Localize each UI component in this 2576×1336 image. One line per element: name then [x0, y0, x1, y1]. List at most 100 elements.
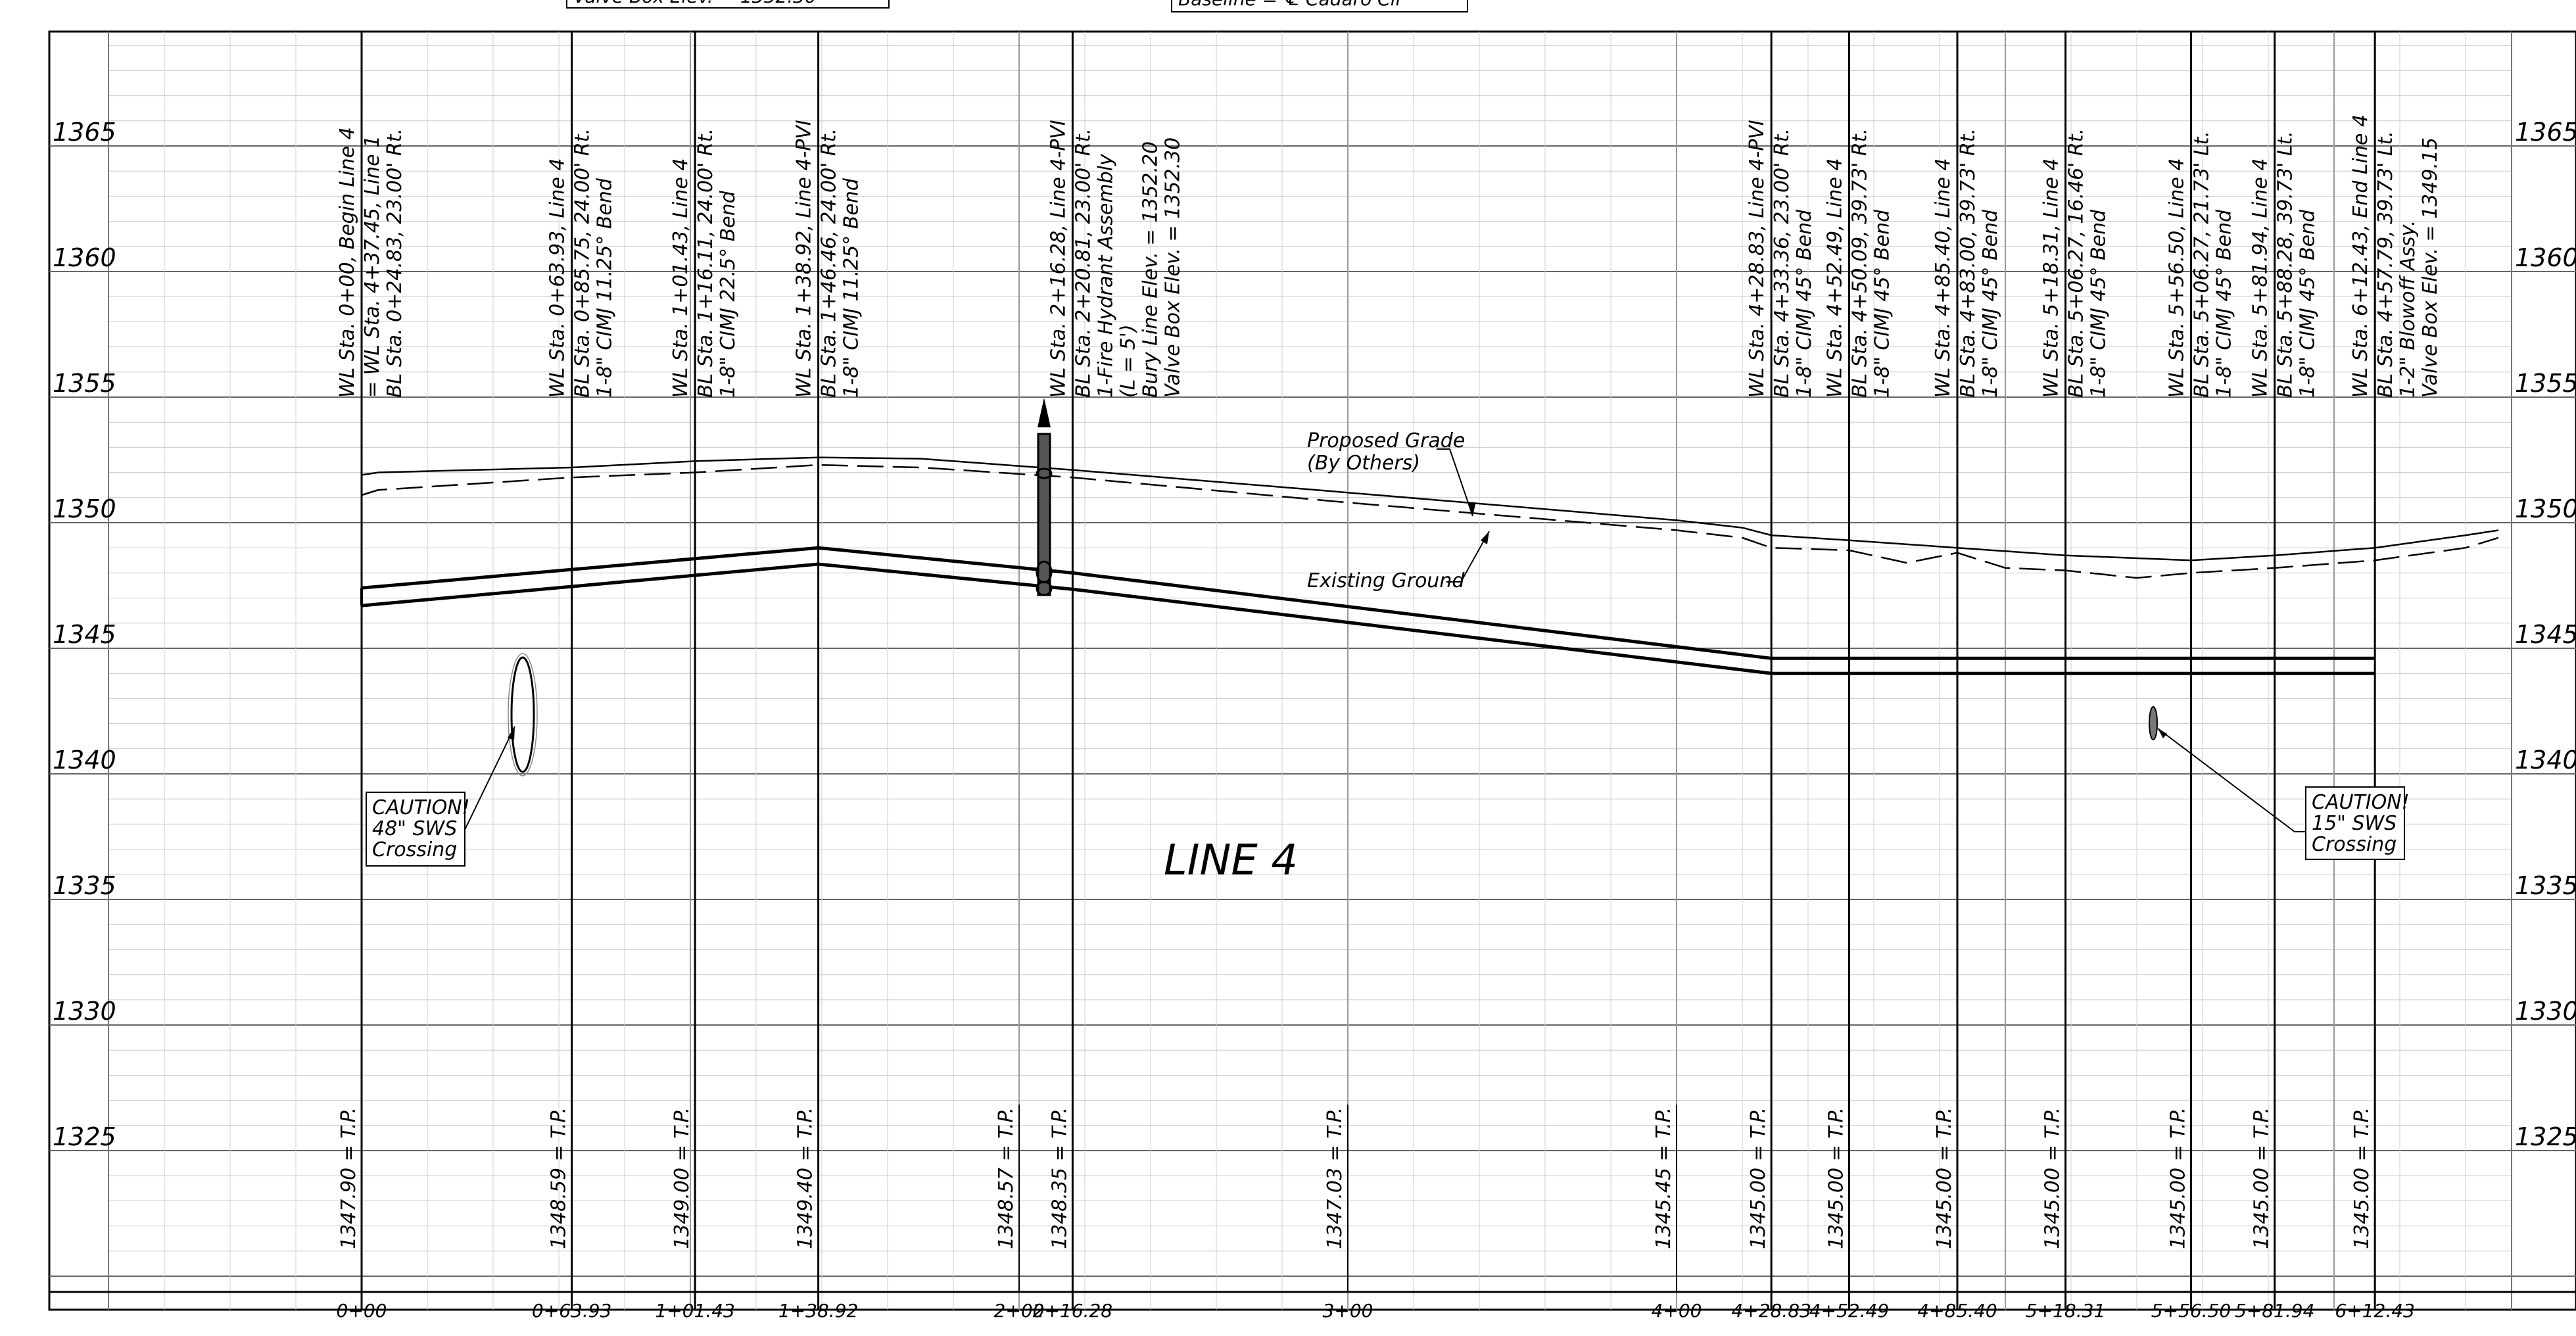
elevation-label-left: 1355 [53, 369, 116, 398]
station-callout-line: Valve Box Elev. = 1352.30 [1161, 137, 1184, 398]
title-box-left-text: Valve Box Elev. = 1352.30 [573, 0, 817, 7]
tp-label: 1348.35 = T.P. [1048, 1107, 1071, 1249]
station-callout-line: BL Sta. 1+16.11, 24.00' Rt. [694, 128, 717, 398]
station-callout-line: = WL Sta. 4+37.45, Line 1 [361, 135, 384, 398]
station-callout-line: BL Sta. 0+24.83, 23.00' Rt. [383, 128, 406, 398]
elevation-label-right: 1330 [2515, 997, 2576, 1026]
station-callout-line: 1-8" CIMJ 11.25° Bend [594, 178, 617, 398]
elevation-label-right: 1335 [2515, 871, 2576, 900]
elevation-label-left: 1365 [53, 118, 116, 147]
station-callout-line: 1-8" CIMJ 45° Bend [2297, 209, 2320, 398]
station-callout-line: WL Sta. 0+63.93, Line 4 [546, 158, 569, 398]
station-callout: WL Sta. 2+16.28, Line 4-PVI BL Sta. 2+20.… [1047, 120, 1184, 398]
elevation-label-left: 1335 [53, 871, 116, 900]
station-callout: WL Sta. 5+56.50, Line 4 BL Sta. 5+06.27, … [2166, 131, 2236, 398]
station-callout-line: BL Sta. 4+50.09, 39.73' Rt. [1848, 128, 1871, 398]
station-label: 4+00 [1652, 1300, 1702, 1322]
tp-label: 1348.57 = T.P. [995, 1107, 1018, 1249]
elevation-label-right: 1355 [2515, 369, 2576, 398]
station-callout: WL Sta. 1+38.92, Line 4-PVI BL Sta. 1+46.… [793, 120, 863, 398]
sws-48-crossing-icon [508, 653, 538, 776]
proposed-grade-label: Proposed Grade(By Others) [1307, 429, 1465, 475]
station-callout: WL Sta. 4+52.49, Line 4 BL Sta. 4+50.09, … [1823, 128, 1894, 398]
existing-ground-label-line: Existing Ground [1307, 569, 1465, 592]
elevation-label-right: 1345 [2515, 620, 2576, 649]
station-callout-line: BL Sta. 0+85.75, 24.00' Rt. [571, 128, 594, 398]
elevation-label-left: 1330 [53, 997, 116, 1026]
elevation-label-left: 1360 [53, 243, 116, 272]
fire-hydrant-icon [1036, 398, 1053, 596]
station-label: 0+63.93 [532, 1300, 611, 1322]
station-callout-line: WL Sta. 5+18.31, Line 4 [2040, 158, 2063, 398]
station-callout: WL Sta. 0+63.93, Line 4 BL Sta. 0+85.75, … [546, 128, 617, 398]
elevation-label-right: 1365 [2515, 118, 2576, 147]
station-label: 3+00 [1323, 1300, 1373, 1322]
tp-label: 1349.00 = T.P. [671, 1107, 694, 1249]
drawing-frame [48, 30, 2576, 1311]
station-callout: WL Sta. 5+81.94, Line 4 BL Sta. 5+88.28, … [2249, 131, 2320, 398]
profiles [360, 456, 2499, 675]
tp-label: 1345.45 = T.P. [1652, 1107, 1675, 1249]
station-callout-line: WL Sta. 0+00, Begin Line 4 [336, 127, 359, 398]
station-label: 4+85.40 [1917, 1300, 1997, 1322]
station-label: 1+01.43 [655, 1300, 734, 1322]
station-label: 4+52.49 [1809, 1300, 1889, 1322]
station-callout-line: BL Sta. 5+06.27, 16.46' Rt. [2065, 128, 2088, 398]
tp-label: 1347.90 = T.P. [337, 1107, 360, 1249]
caution-48-label-line: Crossing [372, 838, 457, 861]
station-callout-line: WL Sta. 6+12.43, End Line 4 [2349, 114, 2372, 398]
title-box-right-text: Baseline = ℄ Cadaro Cir [1178, 0, 1404, 10]
station-callout: WL Sta. 0+00, Begin Line 4 = WL Sta. 4+37… [336, 127, 406, 398]
station-lines [49, 32, 2576, 1310]
caution-15-label-line: 15" SWS [2312, 812, 2397, 835]
station-label: 2+16.28 [1033, 1300, 1112, 1322]
elevation-label-left: 1340 [53, 746, 116, 775]
line-label: LINE 4 [1164, 836, 1298, 885]
station-label: 5+18.31 [2026, 1300, 2105, 1322]
tp-label: 1347.03 = T.P. [1324, 1107, 1347, 1249]
station-label: 5+56.50 [2151, 1300, 2231, 1322]
title-box-right: Baseline = ℄ Cadaro Cir [1171, 0, 1468, 12]
station-callout-line: BL Sta. 4+83.00, 39.73' Rt. [1957, 128, 1980, 398]
elevation-label-right: 1325 [2515, 1122, 2576, 1151]
station-callout-line: BL Sta. 1+46.46, 24.00' Rt. [818, 128, 841, 398]
station-callout-line: (L = 5') [1116, 324, 1139, 398]
tp-label: 1345.00 = T.P. [2350, 1107, 2373, 1249]
caution-15-label-line: Crossing [2312, 833, 2397, 856]
caution-15-label-line: CAUTION! [2312, 791, 2410, 814]
station-callout-line: BL Sta. 2+20.81, 23.00' Rt. [1072, 128, 1095, 398]
proposed-grade-label-line: (By Others) [1307, 452, 1420, 475]
elevation-label-left: 1350 [53, 494, 116, 523]
elevation-label-left: 1345 [53, 620, 116, 649]
station-callout-line: WL Sta. 1+38.92, Line 4-PVI [793, 120, 816, 398]
station-callout-line: WL Sta. 4+52.49, Line 4 [1823, 158, 1846, 398]
station-callout-line: WL Sta. 4+85.40, Line 4 [1932, 158, 1955, 398]
station-callout-line: 1-8" CIMJ 45° Bend [2087, 209, 2111, 398]
sws-15-crossing-icon [2149, 706, 2158, 740]
elevation-label-right: 1360 [2515, 243, 2576, 272]
elevation-label-left: 1325 [53, 1122, 116, 1151]
elevation-labels: 1365 1365 1360 1360 1355 1355 1350 1350 1345 1345… [53, 118, 2576, 1151]
caution-48-label-line: CAUTION! [372, 796, 470, 819]
station-callout-line: 1-8" CIMJ 22.5° Bend [717, 190, 740, 398]
pipe-bottom-line [361, 562, 2375, 675]
station-callout-line: BL Sta. 4+57.79, 39.73' Lt. [2374, 131, 2397, 398]
tp-labels: 1347.90 = T.P. 1348.59 = T.P. 1349.00 = T.… [337, 1105, 2376, 1292]
station-callout-line: WL Sta. 5+81.94, Line 4 [2249, 158, 2272, 398]
station-label: 4+28.83 [1731, 1300, 1811, 1322]
caution-15-box [2305, 786, 2405, 860]
station-callout: WL Sta. 5+18.31, Line 4 BL Sta. 5+06.27, … [2040, 128, 2111, 398]
station-callout-line: WL Sta. 1+01.43, Line 4 [669, 158, 692, 398]
station-callout-line: WL Sta. 4+28.83, Line 4-PVI [1746, 120, 1769, 398]
station-callout-line: 1-8" CIMJ 11.25° Bend [840, 178, 863, 398]
station-callout-line: WL Sta. 2+16.28, Line 4-PVI [1047, 120, 1070, 398]
existing-ground-label: Existing Ground [1307, 569, 1465, 592]
tp-label: 1345.00 = T.P. [2041, 1107, 2064, 1249]
pipe-top-line [361, 546, 2375, 660]
station-callout: WL Sta. 4+85.40, Line 4 BL Sta. 4+83.00, … [1932, 128, 2002, 398]
title-box-left: Valve Box Elev. = 1352.30 [566, 0, 890, 9]
tp-label: 1349.40 = T.P. [794, 1107, 817, 1249]
